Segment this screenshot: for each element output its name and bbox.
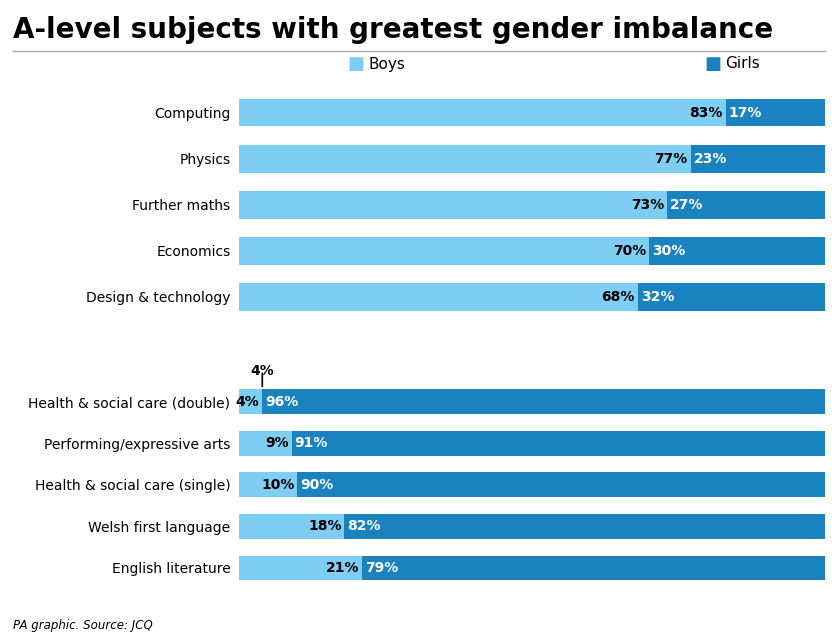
Text: 91%: 91% — [295, 436, 328, 450]
Text: Girls: Girls — [725, 56, 759, 72]
Text: A-level subjects with greatest gender imbalance: A-level subjects with greatest gender im… — [13, 16, 773, 44]
Bar — [239, 99, 726, 127]
Bar — [362, 556, 825, 580]
Text: 30%: 30% — [652, 244, 685, 258]
Bar — [638, 283, 825, 311]
Bar — [262, 389, 825, 414]
Text: 68%: 68% — [602, 290, 635, 304]
Text: 90%: 90% — [300, 478, 334, 492]
Text: 79%: 79% — [365, 561, 398, 575]
Text: ■: ■ — [348, 55, 365, 73]
Bar — [239, 191, 667, 219]
Text: 73%: 73% — [631, 198, 664, 212]
Text: Boys: Boys — [369, 56, 406, 72]
Bar — [726, 99, 825, 127]
Text: 83%: 83% — [690, 106, 722, 120]
Text: 77%: 77% — [654, 152, 687, 166]
Bar — [239, 431, 292, 456]
Bar — [344, 514, 825, 539]
Text: 82%: 82% — [347, 520, 380, 533]
Bar — [239, 145, 691, 173]
Bar — [649, 237, 825, 265]
Text: 70%: 70% — [613, 244, 647, 258]
Text: ■: ■ — [704, 55, 721, 73]
Text: 10%: 10% — [261, 478, 295, 492]
Text: 27%: 27% — [670, 198, 703, 212]
Bar — [239, 514, 344, 539]
Text: 4%: 4% — [235, 395, 259, 408]
Bar — [691, 145, 825, 173]
Text: PA graphic. Source: JCQ: PA graphic. Source: JCQ — [13, 620, 153, 632]
Bar — [239, 389, 262, 414]
Bar — [297, 472, 825, 497]
Bar — [239, 283, 638, 311]
Text: 96%: 96% — [265, 395, 298, 408]
Text: 17%: 17% — [728, 106, 762, 120]
Bar — [239, 472, 297, 497]
Bar — [239, 556, 362, 580]
Text: 18%: 18% — [308, 520, 342, 533]
Text: 9%: 9% — [265, 436, 288, 450]
Bar — [239, 237, 649, 265]
Bar — [667, 191, 825, 219]
Text: 32%: 32% — [640, 290, 674, 304]
Text: 23%: 23% — [693, 152, 727, 166]
Bar — [292, 431, 825, 456]
Text: 21%: 21% — [326, 561, 359, 575]
Text: 4%: 4% — [251, 364, 274, 378]
